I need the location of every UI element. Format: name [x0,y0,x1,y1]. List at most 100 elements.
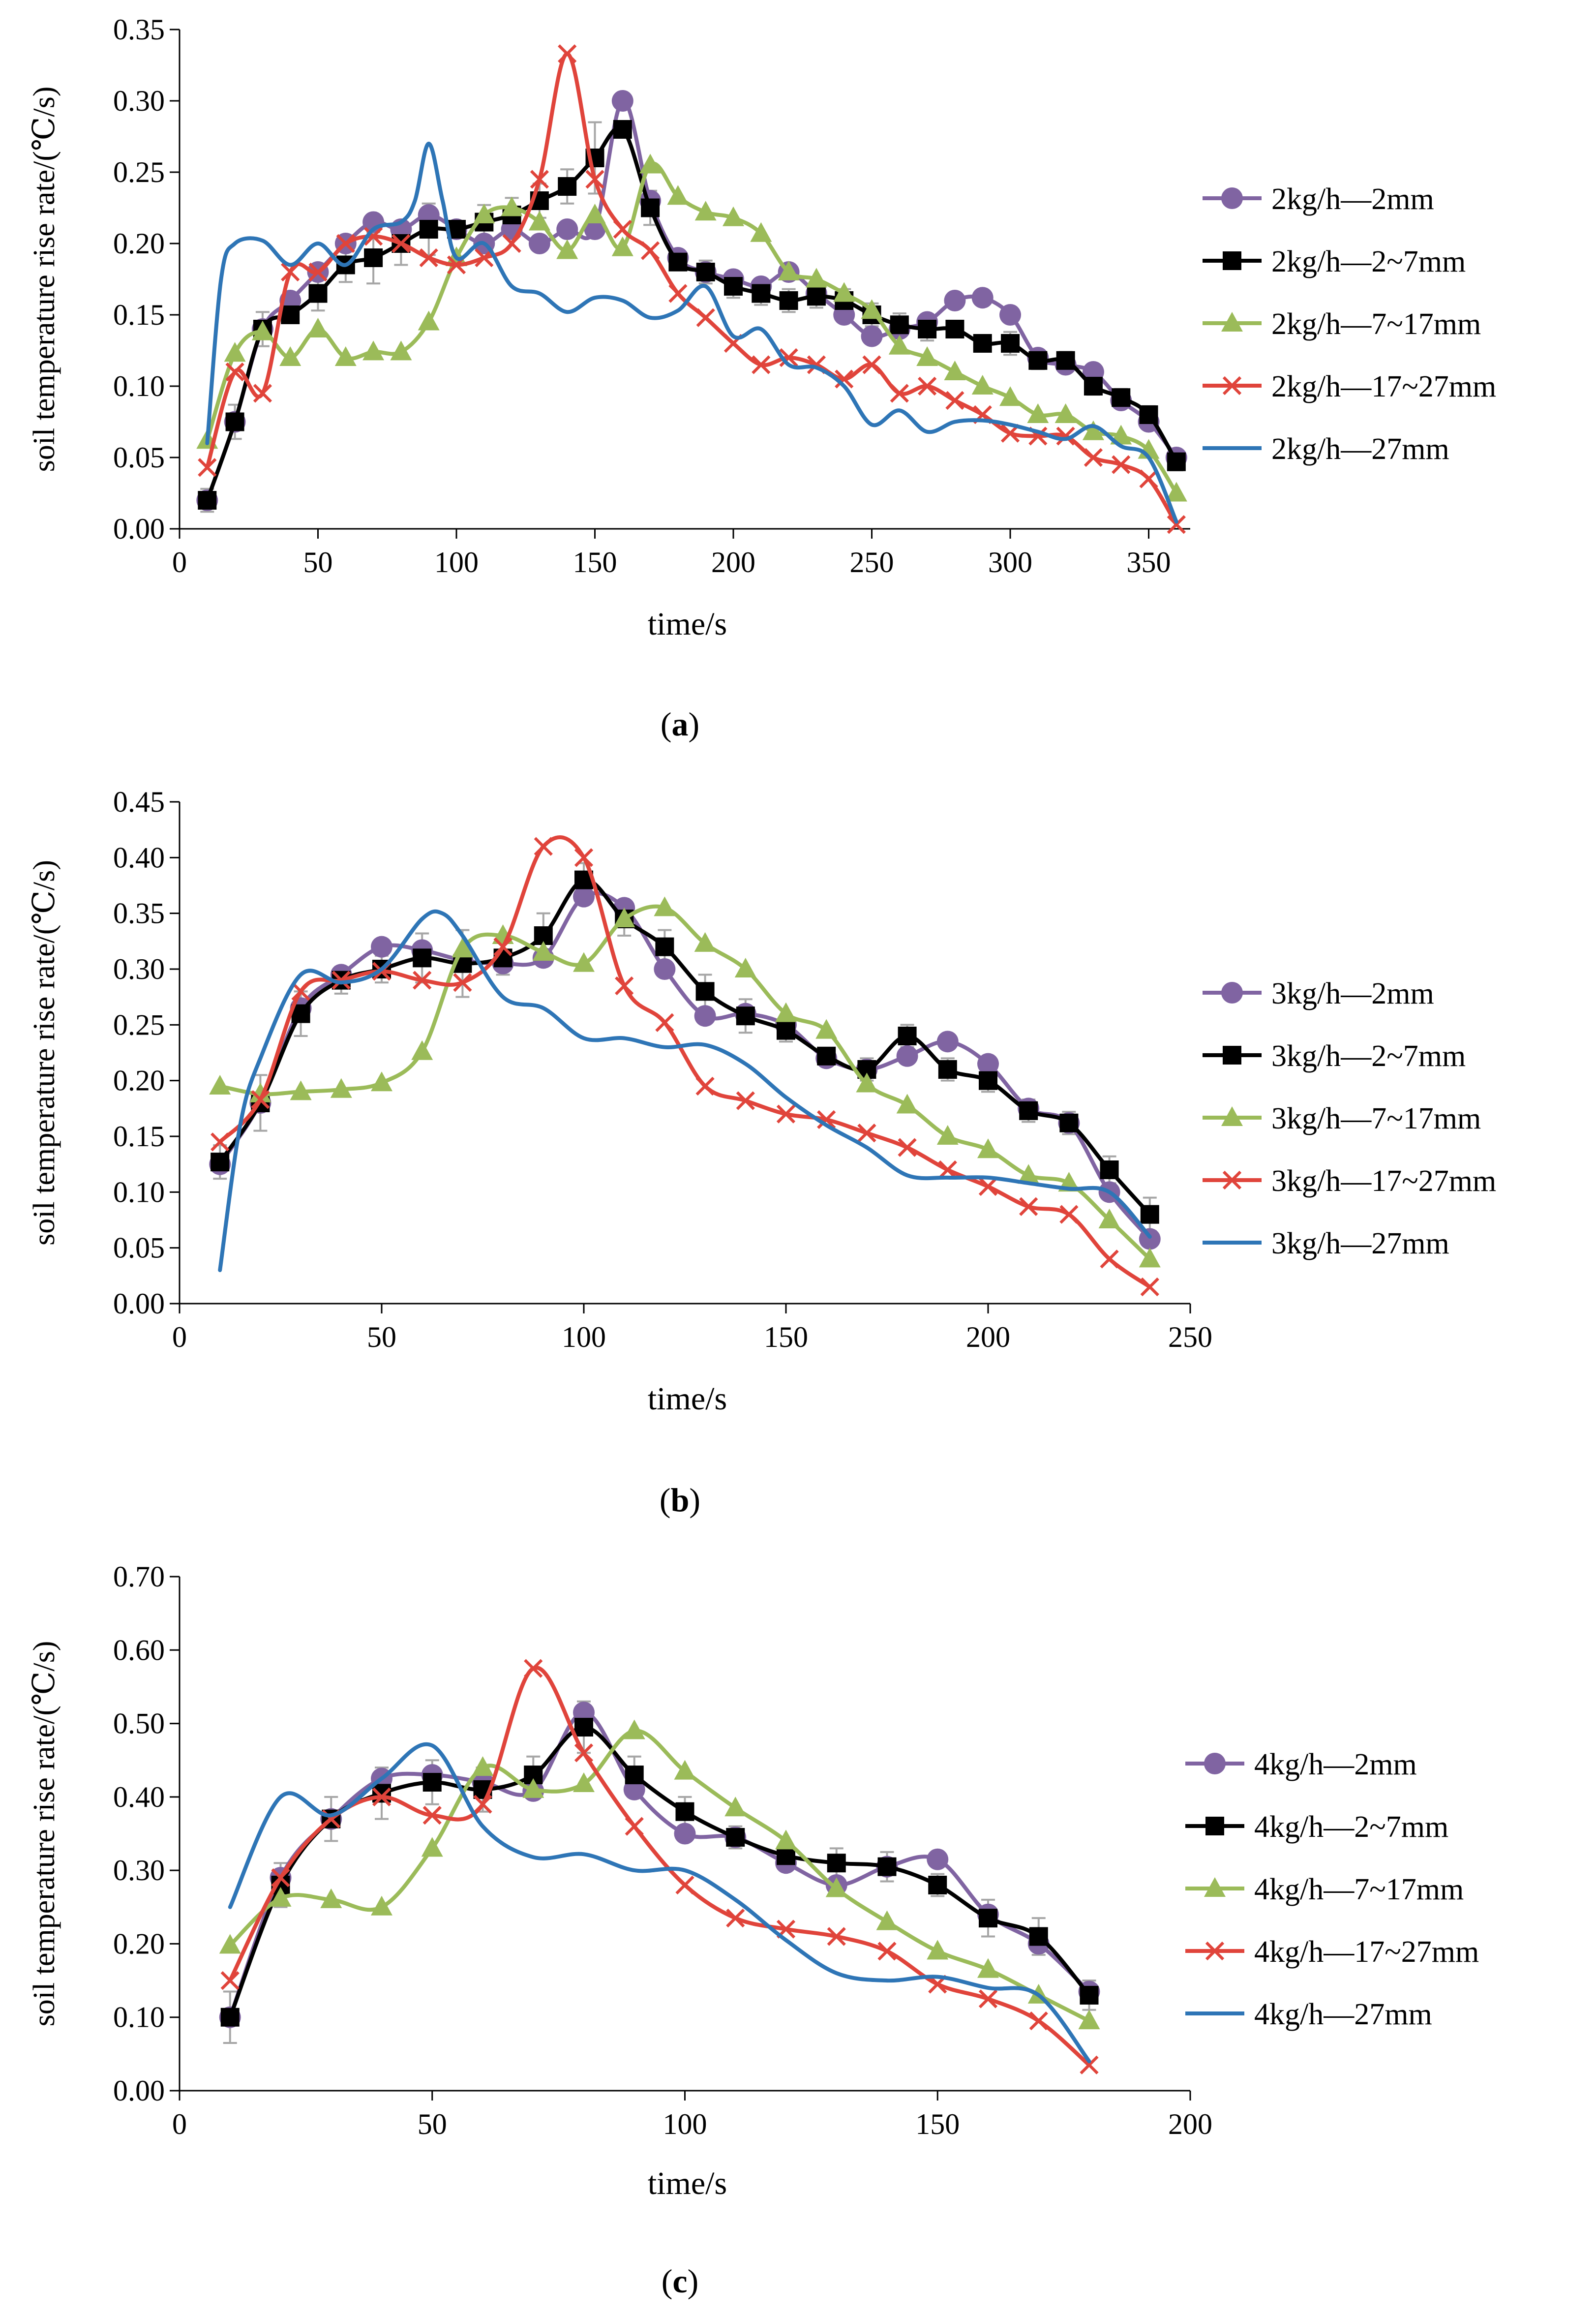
data-point [736,1091,755,1110]
data-point [777,1846,795,1865]
data-point [473,1795,492,1814]
data-point [1100,1160,1119,1179]
data-point [556,218,578,240]
data-point [898,1138,917,1157]
x-axis-label: time/s [648,2165,727,2201]
legend-marker [1222,1170,1242,1190]
data-point [422,1773,442,1792]
data-point [372,1787,391,1806]
data-point [978,1177,998,1196]
data-point [413,971,432,990]
data-point [779,348,798,367]
data-point [419,248,438,268]
data-point [675,1802,694,1821]
error-bars [200,121,1183,513]
data-point [390,340,412,361]
data-point [528,211,550,231]
series-1 [196,90,1187,511]
legend-label: 2kg/h—2~7mm [1271,245,1466,278]
data-point [308,262,328,282]
data-point [623,1719,645,1739]
series-3 [196,153,1187,502]
legend-marker [1221,982,1243,1004]
data-point [1056,426,1075,446]
y-tick-label: 0.00 [113,513,165,545]
data-point [938,1160,957,1180]
data-point [668,252,688,272]
data-point [209,1075,231,1095]
x-axis-label: time/s [648,1381,727,1417]
y-tick-label: 0.05 [113,441,165,474]
y-tick-label: 0.10 [113,1176,165,1208]
data-point [1001,334,1020,353]
data-point [391,234,411,253]
data-point [615,976,634,996]
series-2 [198,120,1186,510]
data-point [827,1927,846,1946]
data-point [625,1817,644,1836]
legend-item: 3kg/h—27mm [1203,1227,1449,1260]
data-point [1140,1277,1159,1297]
data-point [1110,425,1132,445]
series-line [228,1725,1091,2019]
data-point [1059,1205,1079,1224]
y-tick-label: 0.60 [113,1634,165,1666]
series-line [218,909,1152,1272]
data-point [413,948,432,968]
data-point [453,973,472,992]
data-point [694,1005,716,1027]
chart-panel-a: 0.00 0.05 0.10 0.15 0.20 0.25 0.30 0.35 0 50 100 15… [28,13,1496,743]
legend-item: 2kg/h—2mm [1203,183,1434,216]
data-point [331,971,351,990]
data-point [363,227,383,246]
data-point [584,204,606,223]
data-point [1028,351,1048,370]
data-point [225,412,244,431]
legend-marker [1223,1046,1241,1065]
series-2 [220,1718,1099,2027]
series-5 [228,1742,1091,2064]
data-point [977,1958,999,1978]
legend: 3kg/h—2mm 3kg/h—2~7mm 3kg/h—7~17mm 3kg/h—17… [1203,977,1496,1260]
y-axis-label: soil temperature rise rate/(℃/s) [28,1641,61,2027]
y-tick-label: 0.40 [113,841,165,874]
data-point [723,206,745,226]
x-tick-label: 200 [1168,2108,1212,2140]
series-1 [219,1702,1100,2028]
series-3 [209,896,1161,1268]
data-point [898,1027,917,1045]
data-point [696,263,715,281]
data-point [695,982,715,1001]
data-point [736,1006,755,1026]
legend-item: 4kg/h—2mm [1185,1748,1417,1781]
data-point [251,1090,270,1109]
legend-label: 3kg/h—2mm [1271,977,1434,1010]
data-point [856,1072,878,1093]
data-point [472,1756,494,1776]
data-point [1078,2010,1100,2030]
data-point [198,458,217,477]
panel-caption: (c) [662,2262,699,2300]
legend-item: 4kg/h—27mm [1185,1998,1432,2031]
data-point [364,248,383,267]
data-point [334,346,357,366]
legend-item: 2kg/h—2~7mm [1203,245,1466,278]
data-point [674,1760,696,1780]
data-point [220,1971,240,1990]
data-point [778,261,800,280]
y-tick-label: 0.20 [113,1065,165,1097]
data-point [281,305,300,324]
data-point [918,376,937,396]
data-point [584,218,606,240]
legend-label: 3kg/h—17~27mm [1271,1164,1496,1198]
series-4 [220,1659,1099,2074]
data-point [667,185,689,205]
data-point [1167,452,1186,471]
data-point [927,1848,949,1870]
y-tick-label: 0.40 [113,1781,165,1813]
data-point [1139,1228,1161,1250]
y-tick-label: 0.15 [113,1120,165,1153]
series-4 [211,835,1159,1297]
data-point [219,1934,241,1954]
